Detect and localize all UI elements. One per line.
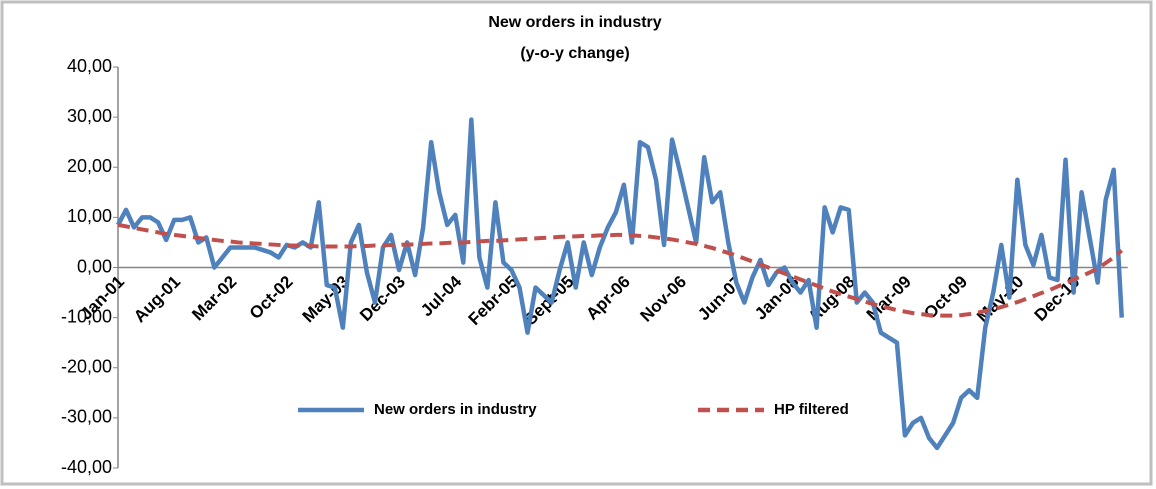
- y-tick-label: 20,00: [67, 156, 112, 176]
- series-line: [117, 222, 1124, 318]
- y-tick-label: 40,00: [67, 56, 112, 76]
- legend-label: New orders in industry: [374, 401, 537, 418]
- series-line: [116, 117, 1124, 451]
- y-tick-label: -40,00: [61, 457, 112, 477]
- y-tick-label: 0,00: [77, 256, 112, 276]
- chart-title: New orders in industry: [488, 14, 661, 31]
- y-tick-label: 10,00: [67, 206, 112, 226]
- y-tick-label: -10,00: [61, 306, 112, 326]
- y-tick-label: 30,00: [67, 106, 112, 126]
- chart-subtitle: (y-o-y change): [520, 45, 629, 62]
- legend-label: HP filtered: [774, 401, 849, 418]
- y-tick-label: -30,00: [61, 407, 112, 427]
- y-tick-label: -20,00: [61, 357, 112, 377]
